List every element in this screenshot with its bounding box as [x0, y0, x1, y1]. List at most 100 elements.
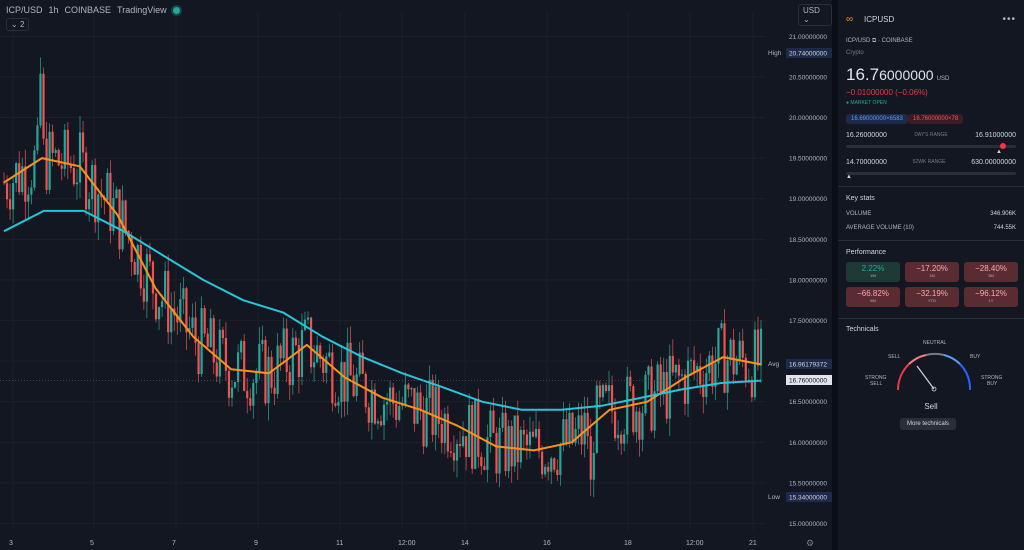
- 52wk-range: 14.70000000 52WK RANGE 630.00000000: [846, 159, 1016, 166]
- performance-cell: −32.19% YTD: [905, 287, 959, 307]
- days-range-pointer-icon: ▲: [996, 149, 1002, 155]
- x-tick-label: 16: [543, 540, 551, 547]
- indicators-toggle[interactable]: ⌄ 2: [6, 18, 30, 31]
- 52wk-range-bar: [846, 172, 1016, 175]
- candle-body: [449, 451, 453, 453]
- performance-value: −17.20%: [916, 264, 948, 273]
- candle-body: [492, 410, 495, 433]
- candle-body: [525, 434, 529, 446]
- performance-period: 3M: [988, 273, 994, 278]
- currency-select[interactable]: USD ⌄: [798, 4, 832, 26]
- candle-body: [30, 187, 33, 195]
- interval-label[interactable]: 1h: [48, 5, 59, 15]
- candle-body: [513, 415, 516, 467]
- candle-body: [465, 436, 468, 458]
- candle-body: [261, 340, 264, 345]
- candle-body: [562, 419, 565, 445]
- candle-body: [480, 456, 483, 467]
- y-tick-label: 20.00000000: [789, 115, 827, 122]
- candle-body: [267, 356, 270, 404]
- candle-body: [212, 318, 215, 363]
- external-link-icon[interactable]: ⧉: [872, 38, 877, 44]
- y-axis: 21.00000000 20.50000000 20.00000000 19.5000…: [789, 34, 827, 528]
- more-technicals-button[interactable]: More technicals: [900, 418, 957, 430]
- candle-body: [370, 389, 373, 423]
- candle-body: [574, 429, 577, 443]
- candle-body: [182, 288, 185, 300]
- candle-body: [452, 452, 456, 461]
- candle-body: [671, 355, 674, 373]
- candle-body: [51, 131, 54, 153]
- candle-body: [69, 164, 72, 168]
- candle-body: [680, 374, 684, 376]
- y-tick-label: 16.50000000: [789, 399, 827, 406]
- candle-body: [610, 385, 614, 412]
- exchange-label: COINBASE: [64, 5, 112, 15]
- slow-ma-line: [3, 209, 762, 411]
- candle-body: [577, 415, 580, 430]
- candle-body: [613, 411, 617, 439]
- candle-body: [142, 288, 145, 302]
- chart-pane[interactable]: 21.00000000 20.50000000 20.00000000 19.5000…: [0, 0, 832, 550]
- exchange-label: COINBASE: [881, 38, 913, 44]
- candle-body: [638, 411, 641, 440]
- candle-body: [246, 390, 249, 399]
- candle-body: [94, 164, 97, 223]
- pair-label[interactable]: ICP/USD: [846, 38, 871, 44]
- candle-body: [109, 172, 112, 232]
- candle-body: [355, 374, 358, 397]
- last-price: 16.76000000 USD: [846, 65, 950, 84]
- svg-text:High: High: [768, 50, 782, 57]
- key-stats-title: Key stats: [846, 195, 875, 202]
- candle-body: [474, 398, 477, 469]
- candle-body: [686, 360, 690, 404]
- candle-body: [495, 432, 498, 474]
- candle-body: [124, 200, 127, 231]
- candle-body: [632, 386, 635, 433]
- more-options-icon[interactable]: •••: [1002, 14, 1016, 25]
- candle-body: [720, 323, 723, 329]
- chevron-down-icon: ⌄: [11, 20, 18, 29]
- x-tick-label: 14: [461, 540, 469, 547]
- candle-body: [179, 299, 182, 323]
- candle-body: [164, 270, 167, 302]
- candle-body: [471, 404, 474, 469]
- symbol-label[interactable]: ICP/USD: [6, 5, 43, 15]
- x-tick-label: 3: [9, 540, 13, 547]
- performance-value: −96.12%: [975, 289, 1007, 298]
- panel-separator[interactable]: [832, 0, 838, 550]
- candle-body: [297, 345, 300, 378]
- candle-body: [395, 403, 398, 420]
- candle-body: [586, 412, 589, 437]
- gauge-needle: [916, 365, 935, 390]
- bid-badge[interactable]: 16.69000000×6583: [846, 114, 908, 124]
- price-axis-bg[interactable]: [765, 0, 832, 530]
- candle-body: [489, 410, 492, 438]
- days-range: 16.26000000 DAY'S RANGE 16.91000000: [846, 132, 1016, 139]
- candle-body: [197, 342, 200, 375]
- symbol-title: ICPUSD: [864, 15, 895, 24]
- price-chart[interactable]: 21.00000000 20.50000000 20.00000000 19.5000…: [0, 0, 832, 550]
- candle-body: [233, 382, 237, 388]
- y-tick-label: 16.00000000: [789, 440, 827, 447]
- candle-body: [641, 413, 644, 440]
- ask-badge[interactable]: 16.76000000×78: [908, 114, 964, 124]
- candle-body: [221, 329, 224, 339]
- candle-body: [160, 301, 164, 308]
- candle-body: [589, 436, 592, 480]
- fast-ma-line: [3, 157, 762, 452]
- candle-body: [5, 183, 9, 200]
- candle-body: [230, 387, 234, 398]
- candle-body: [689, 360, 693, 362]
- candle-body: [170, 308, 173, 333]
- technicals-gauge: NEUTRAL SELL BUY STRONG SELL STRONG BUY: [865, 340, 1003, 392]
- settings-icon[interactable]: ⚙: [806, 538, 814, 548]
- candle-body: [15, 163, 18, 184]
- symbol-row[interactable]: ∞ ICPUSD: [846, 14, 895, 24]
- performance-period: YTD: [928, 298, 936, 303]
- candle-body: [309, 317, 313, 368]
- candle-body: [756, 329, 760, 366]
- candle-body: [592, 452, 595, 480]
- candle-body: [33, 150, 36, 188]
- indicator-count: 2: [19, 20, 25, 29]
